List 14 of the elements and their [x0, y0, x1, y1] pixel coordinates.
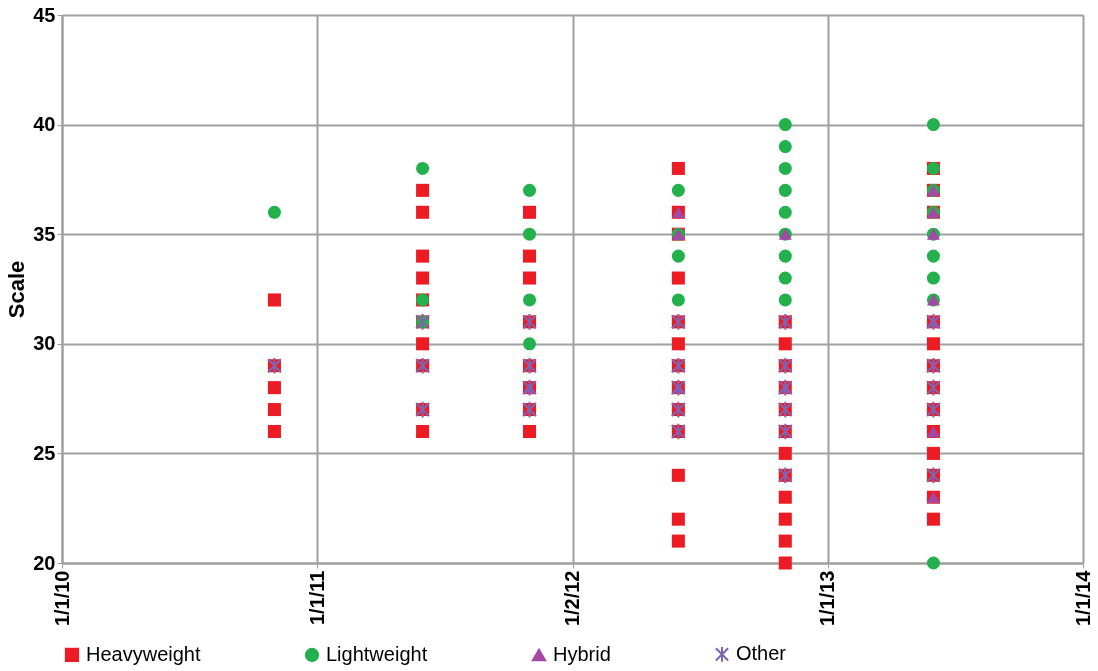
- legend-label: Other: [736, 642, 787, 665]
- legend-label: Lightweight: [326, 642, 428, 665]
- y-axis-title: Scale: [4, 260, 30, 319]
- legend-label: Heavyweight: [86, 642, 201, 665]
- legend-label: Hybrid: [553, 643, 611, 665]
- x-tick-label: 1/2/12: [561, 570, 584, 627]
- y-tick-label: 25: [33, 441, 56, 464]
- x-tick-label: 1/1/11: [305, 570, 328, 626]
- x-tick-label: 1/1/13: [816, 570, 839, 627]
- y-tick-label: 45: [33, 3, 56, 26]
- x-tick-label: 1/1/14: [1071, 569, 1094, 627]
- y-tick-label: 35: [33, 222, 56, 245]
- y-tick-label: 40: [33, 113, 56, 136]
- y-tick-label: 30: [33, 332, 56, 355]
